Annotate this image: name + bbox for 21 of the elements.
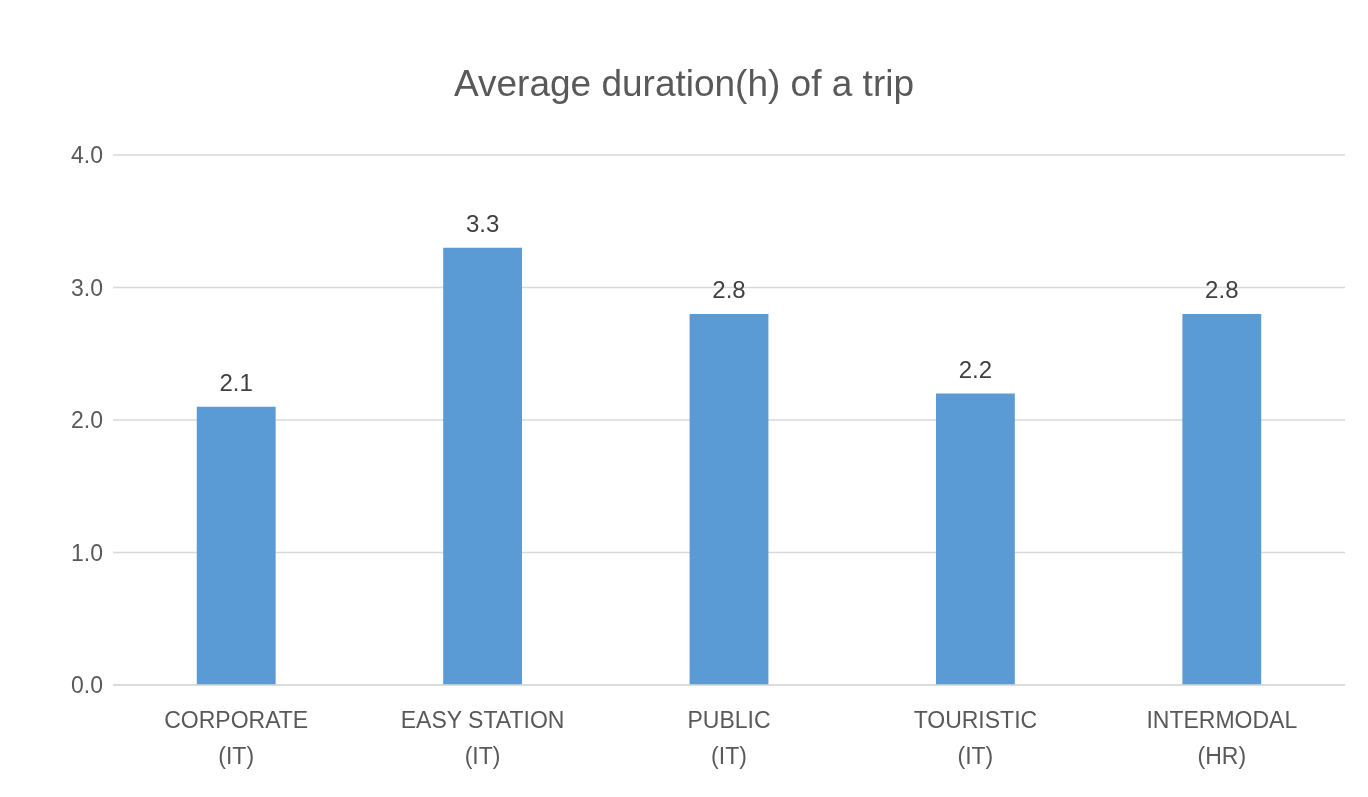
bar: [196, 406, 276, 685]
chart-title: Average duration(h) of a trip: [453, 63, 915, 104]
bar: [1182, 314, 1262, 685]
data-label: 3.3: [465, 209, 500, 237]
bar: [689, 314, 769, 685]
data-label: 2.8: [712, 276, 746, 303]
x-tick-label: PUBLIC (IT): [687, 707, 771, 769]
x-tick-label: CORPORATE (IT): [164, 707, 309, 769]
x-tick-label: INTERMODAL (HR): [1146, 707, 1298, 769]
y-tick-label: 2.0: [71, 407, 103, 434]
y-tick-label: 4.0: [71, 142, 103, 169]
bar: [935, 393, 1015, 685]
y-tick-label: 0.0: [71, 672, 103, 699]
data-label: 2.2: [958, 355, 993, 383]
bar: [443, 247, 523, 685]
y-tick-label: 3.0: [71, 274, 103, 301]
data-label: 2.1: [219, 368, 253, 396]
x-tick-label: EASY STATION (IT): [400, 707, 565, 769]
data-label: 2.8: [1205, 276, 1239, 303]
y-tick-label: 1.0: [71, 539, 103, 566]
x-tick-label: TOURISTIC (IT): [913, 707, 1038, 769]
